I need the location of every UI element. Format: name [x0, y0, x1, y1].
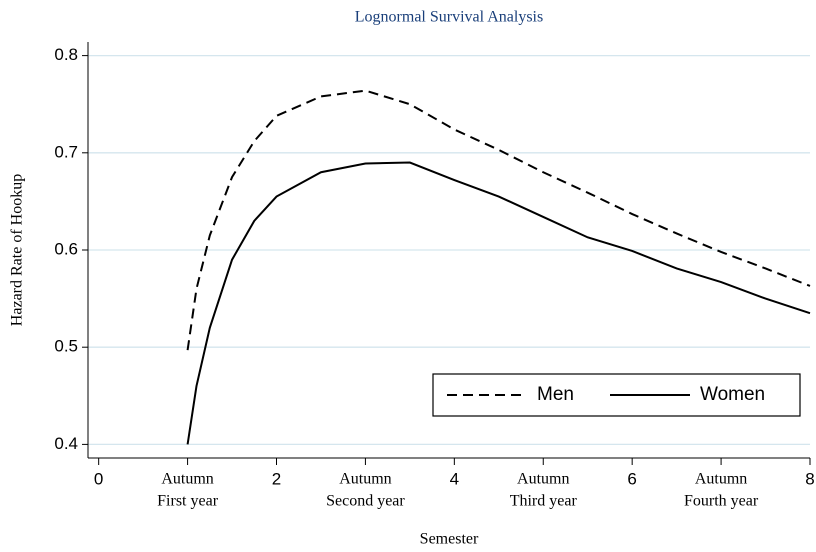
x-tick-label: Autumn: [695, 471, 747, 488]
y-tick-label: 0.7: [54, 142, 78, 161]
x-tick-label: Autumn: [339, 471, 391, 488]
x-tick-label: Autumn: [517, 471, 569, 488]
x-tick-label: 2: [272, 469, 281, 488]
x-tick-label: Second year: [326, 493, 405, 510]
x-tick-label: 0: [94, 469, 103, 488]
line: [186, 89, 811, 351]
x-axis-title: Semester: [420, 531, 479, 548]
x-tick-label: 6: [627, 469, 636, 488]
y-tick-label: 0.8: [54, 45, 78, 64]
x-tick-label: 8: [805, 469, 814, 488]
chart-title: Lognormal Survival Analysis: [355, 9, 543, 26]
line: [186, 161, 811, 445]
x-tick-label: Autumn: [161, 471, 213, 488]
y-axis-title: Hazard Rate of Hookup: [9, 174, 26, 326]
legend-label: Men: [537, 384, 574, 405]
x-tick-label: Third year: [510, 493, 578, 510]
y-tick-label: 0.4: [54, 434, 78, 453]
legend-label: Women: [700, 384, 765, 405]
y-tick-label: 0.6: [54, 239, 78, 258]
x-tick-label: 4: [450, 469, 459, 488]
x-tick-label: First year: [157, 493, 219, 510]
x-tick-label: Fourth year: [684, 493, 759, 510]
y-tick-label: 0.5: [54, 337, 78, 356]
legend: Men Women: [432, 373, 801, 417]
